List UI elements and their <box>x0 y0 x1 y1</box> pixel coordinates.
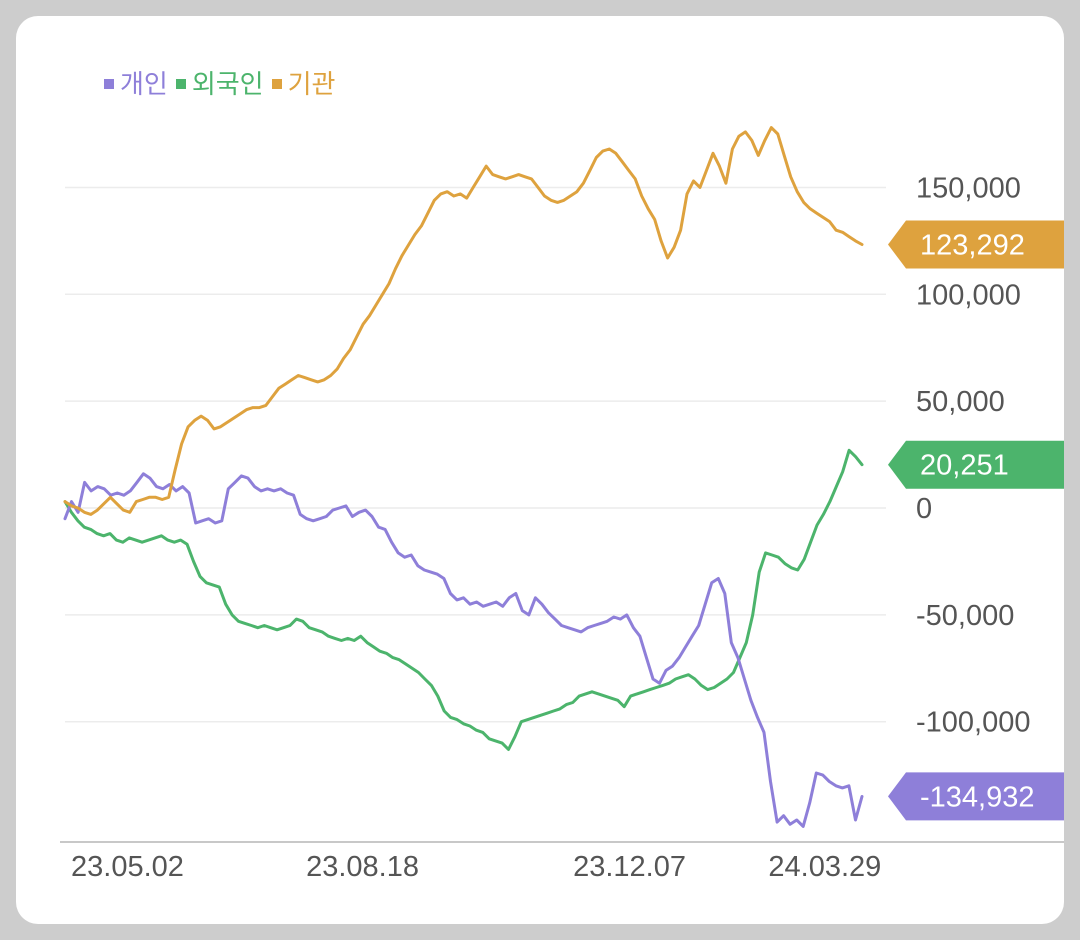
legend-item-individual[interactable]: 개인 <box>104 66 168 102</box>
series-line-0 <box>63 472 864 828</box>
x-axis: 23.05.02 23.08.18 23.12.07 24.03.29 <box>71 851 881 883</box>
legend-swatch-individual <box>104 79 114 89</box>
legend-swatch-foreign <box>175 79 186 89</box>
value-tag-1 <box>888 440 1064 489</box>
legend-item-foreign[interactable]: 외국인 <box>175 66 264 102</box>
series-line-2 <box>63 126 864 516</box>
value-tag-label: -134,932 <box>920 781 1035 813</box>
chart-card: 개인 외국인 기관 150,000 100,000 50,000 0 -50,000 -1… <box>16 16 1064 924</box>
legend: 개인 외국인 기관 <box>104 66 343 102</box>
y-tick-label: 100,000 <box>916 279 1021 311</box>
x-tick-label: 23.05.02 <box>71 851 184 883</box>
legend-label-institution: 기관 <box>287 69 336 99</box>
value-tag-2 <box>888 220 1064 269</box>
line-chart: 150,000 100,000 50,000 0 -50,000 -100,000 -13… <box>60 126 1064 883</box>
x-tick-label: 23.12.07 <box>573 851 686 883</box>
legend-swatch-institution <box>271 79 282 89</box>
series-line-1 <box>63 448 864 751</box>
legend-label-foreign: 외국인 <box>191 69 264 99</box>
value-tag-label: 20,251 <box>920 450 1009 482</box>
value-tags: -134,932 20,251 123,292 <box>888 220 1064 821</box>
y-tick-label: 150,000 <box>916 172 1021 204</box>
y-axis: 150,000 100,000 50,000 0 -50,000 -100,000 <box>916 172 1031 738</box>
grid-layer <box>65 186 886 723</box>
y-tick-label: -50,000 <box>916 600 1014 632</box>
value-tag-label: 123,292 <box>920 230 1025 262</box>
legend-item-institution[interactable]: 기관 <box>271 66 336 102</box>
x-tick-label: 23.08.18 <box>306 851 419 883</box>
y-tick-label: 0 <box>916 493 932 525</box>
value-tag-0 <box>888 772 1064 821</box>
x-tick-label: 24.03.29 <box>768 851 881 883</box>
y-tick-label: -100,000 <box>916 707 1031 739</box>
series-layer <box>63 126 864 828</box>
y-tick-label: 50,000 <box>916 386 1005 418</box>
legend-label-individual: 개인 <box>120 69 168 99</box>
